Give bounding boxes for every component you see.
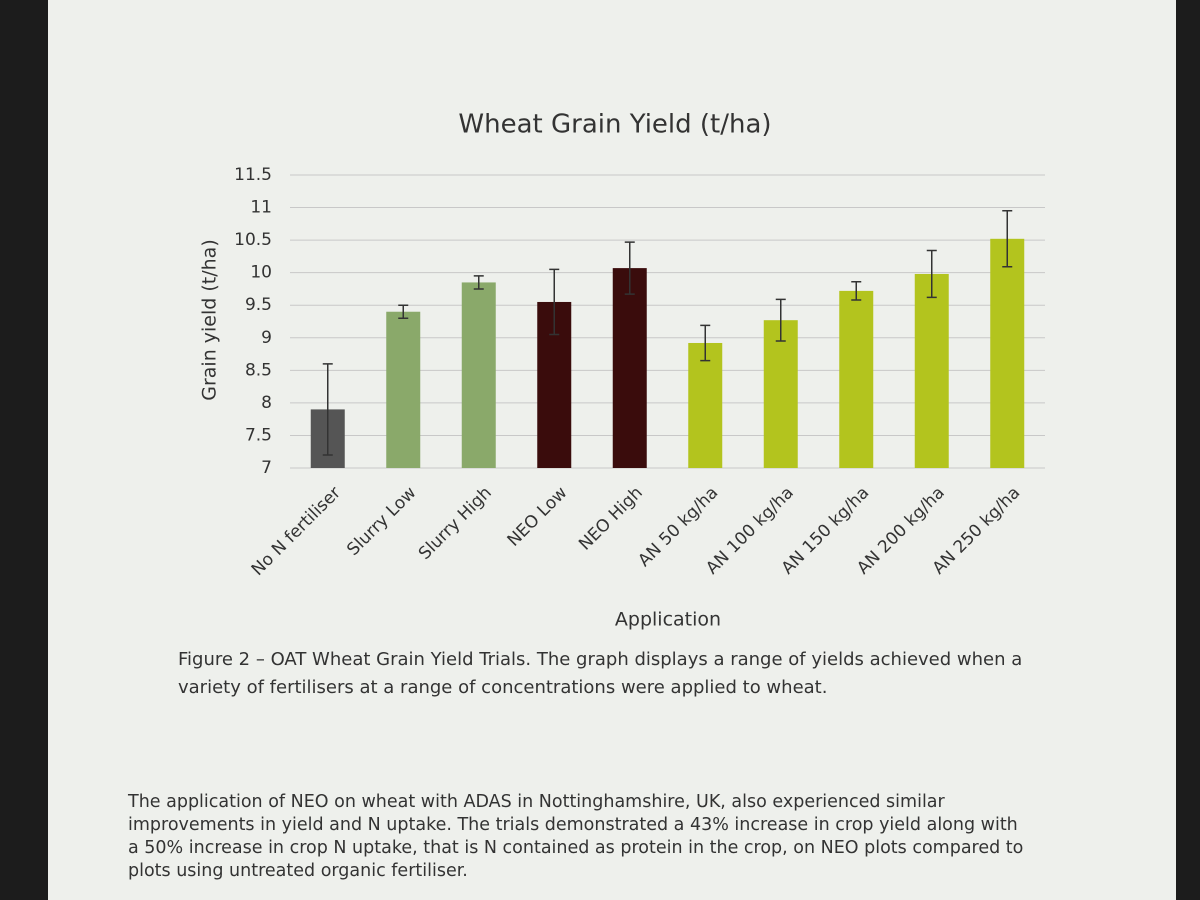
bar <box>839 290 874 468</box>
caption-line: variety of fertilisers at a range of con… <box>178 677 827 698</box>
caption-line: Figure 2 – OAT Wheat Grain Yield Trials.… <box>178 649 1022 670</box>
error-bar <box>322 363 333 456</box>
bar <box>914 273 949 468</box>
bar <box>990 238 1025 468</box>
y-tick-label: 10 <box>250 263 272 283</box>
y-tick-label: 9 <box>261 328 272 348</box>
y-axis-title: Grain yield (t/ha) <box>199 239 221 401</box>
paragraph-line: a 50% increase in crop N uptake, that is… <box>128 838 1023 858</box>
paragraph-line: improvements in yield and N uptake. The … <box>128 815 1018 835</box>
error-bar <box>473 275 484 290</box>
x-axis-title: Application <box>615 609 721 631</box>
bar <box>612 268 647 468</box>
error-bar <box>851 281 862 301</box>
error-bar <box>1002 210 1013 268</box>
error-bar <box>624 241 635 295</box>
y-tick-label: 11 <box>250 198 272 218</box>
y-tick-label: 8 <box>261 393 272 413</box>
y-tick-label: 7 <box>261 458 272 478</box>
bar <box>461 282 496 468</box>
y-tick-label: 7.5 <box>245 425 272 445</box>
error-bar <box>700 324 711 362</box>
y-tick-label: 11.5 <box>234 165 272 185</box>
y-tick-label: 10.5 <box>234 230 272 250</box>
error-bar <box>398 304 409 319</box>
bar <box>688 342 723 468</box>
chart-title: Wheat Grain Yield (t/ha) <box>458 110 771 140</box>
y-tick-label: 8.5 <box>245 360 272 380</box>
paper <box>48 0 1176 900</box>
error-bar <box>926 249 937 299</box>
bar <box>763 320 798 468</box>
error-bar <box>775 298 786 342</box>
bar <box>386 311 421 468</box>
paragraph-line: The application of NEO on wheat with ADA… <box>127 792 946 812</box>
error-bar <box>549 268 560 336</box>
paragraph-line: plots using untreated organic fertiliser… <box>128 861 468 881</box>
y-tick-label: 9.5 <box>245 295 272 315</box>
